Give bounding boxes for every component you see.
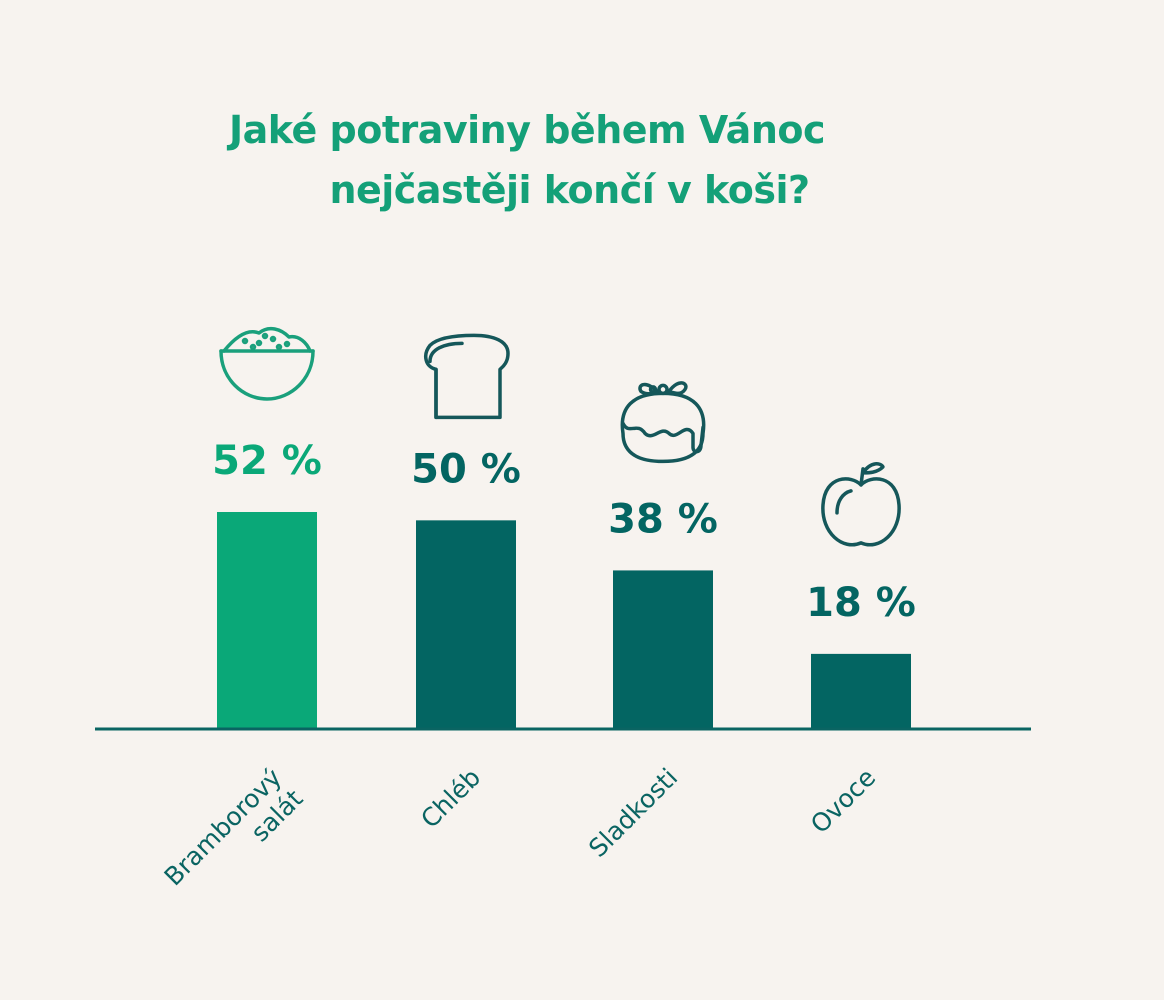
bar-1 xyxy=(217,512,317,729)
chart-title: Jaké potraviny během Vánoc nejčastěji ko… xyxy=(0,100,1164,220)
bar-2 xyxy=(416,520,516,729)
category-label-3-line-1: Sladkosti xyxy=(583,763,683,863)
bar-3 xyxy=(613,570,713,729)
bread-icon xyxy=(423,333,510,420)
bar-4 xyxy=(811,653,911,729)
value-label-1: 52 % xyxy=(212,438,322,484)
bars-layer xyxy=(217,512,911,729)
category-labels-layer: Bramborovýsalát Chléb Sladkosti Ovoce xyxy=(159,763,882,913)
title-line-2: nejčastěji končí v koši? xyxy=(329,168,810,212)
value-labels-layer: 52 % 50 % 38 % 18 % xyxy=(212,438,916,626)
category-label-2: Chléb xyxy=(415,763,486,834)
value-label-4: 18 % xyxy=(806,580,916,626)
category-label-1: Bramborovýsalát xyxy=(159,763,309,913)
icons-layer xyxy=(219,326,901,547)
apple-icon xyxy=(821,462,901,547)
category-label-4: Ovoce xyxy=(805,763,881,839)
value-label-2: 50 % xyxy=(411,446,521,492)
pudding-icon xyxy=(620,381,706,464)
salad-bowl-icon xyxy=(219,326,315,401)
category-label-4-line-1: Ovoce xyxy=(805,763,881,839)
title-line-1: Jaké potraviny během Vánoc xyxy=(228,108,826,152)
category-label-3: Sladkosti xyxy=(583,763,683,863)
value-label-3: 38 % xyxy=(608,496,718,542)
category-label-2-line-1: Chléb xyxy=(415,763,486,834)
